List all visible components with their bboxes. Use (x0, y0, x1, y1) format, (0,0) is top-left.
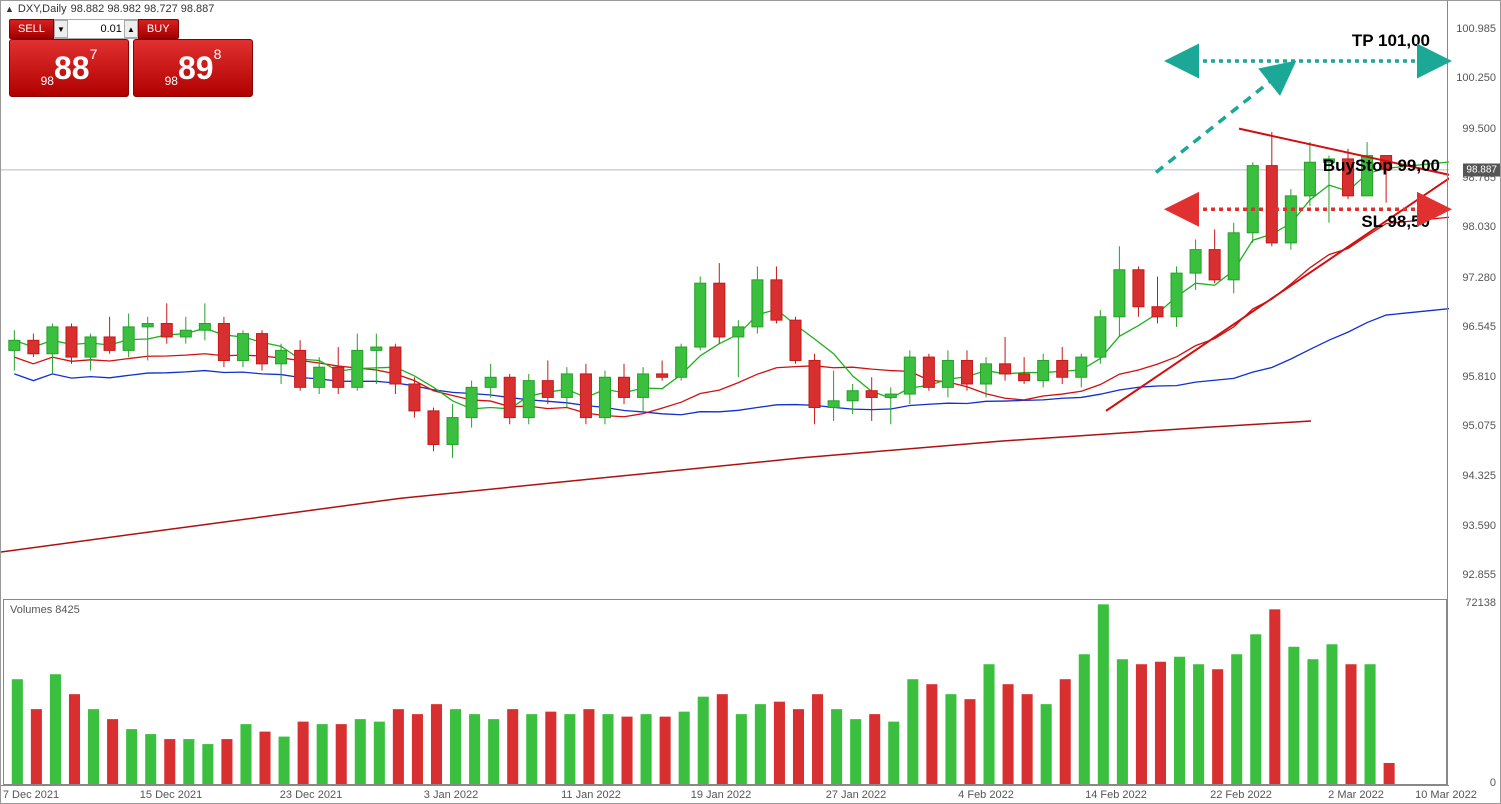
y-tick-label: 99.500 (1462, 123, 1496, 135)
x-tick-label: 23 Dec 2021 (280, 789, 342, 801)
x-tick-label: 27 Jan 2022 (826, 789, 887, 801)
y-tick-label: 97.280 (1462, 272, 1496, 284)
y-tick-label: 92.855 (1462, 569, 1496, 581)
tp-annotation: TP 101,00 (1352, 31, 1430, 51)
x-tick-label: 19 Jan 2022 (691, 789, 752, 801)
price-y-axis: 100.985100.25099.50098.76598.03097.28096… (1447, 1, 1500, 599)
x-tick-label: 3 Jan 2022 (424, 789, 478, 801)
volume-chart (4, 600, 1448, 786)
x-tick-label: 15 Dec 2021 (140, 789, 202, 801)
y-tick-label: 93.590 (1462, 520, 1496, 532)
y-tick-label: 95.810 (1462, 371, 1496, 383)
buystop-annotation: BuyStop 99,00 (1323, 156, 1440, 176)
y-tick-label: 96.545 (1462, 321, 1496, 333)
y-tick-label: 94.325 (1462, 470, 1496, 482)
y-tick-label: 100.985 (1456, 23, 1496, 35)
x-tick-label: 4 Feb 2022 (958, 789, 1014, 801)
x-tick-label: 11 Jan 2022 (561, 789, 621, 801)
y-tick-label: 95.075 (1462, 420, 1496, 432)
x-tick-label: 7 Dec 2021 (3, 789, 59, 801)
sl-annotation: SL 98,50 (1361, 212, 1430, 232)
time-x-axis: 7 Dec 2021 15 Dec 2021 23 Dec 2021 3 Jan 20… (1, 785, 1449, 803)
y-tick-label: 100.250 (1456, 72, 1496, 84)
volume-panel[interactable]: Volumes 8425 (3, 599, 1447, 785)
x-tick-label: 14 Feb 2022 (1085, 789, 1147, 801)
x-tick-label: 22 Feb 2022 (1210, 789, 1272, 801)
chart-container: ▲ DXY,Daily 98.882 98.982 98.727 98.887 … (0, 0, 1501, 804)
x-tick-label: 2 Mar 2022 (1328, 789, 1384, 801)
vol-y-tick-label: 0 (1490, 777, 1496, 789)
x-tick-label: 10 Mar 2022 (1415, 789, 1477, 801)
y-tick-label: 98.030 (1462, 221, 1496, 233)
vol-y-tick-label: 72138 (1465, 597, 1496, 609)
price-chart[interactable] (1, 1, 1449, 599)
volume-y-axis: 721380 (1447, 599, 1500, 785)
current-price-tag: 98.887 (1463, 163, 1500, 176)
